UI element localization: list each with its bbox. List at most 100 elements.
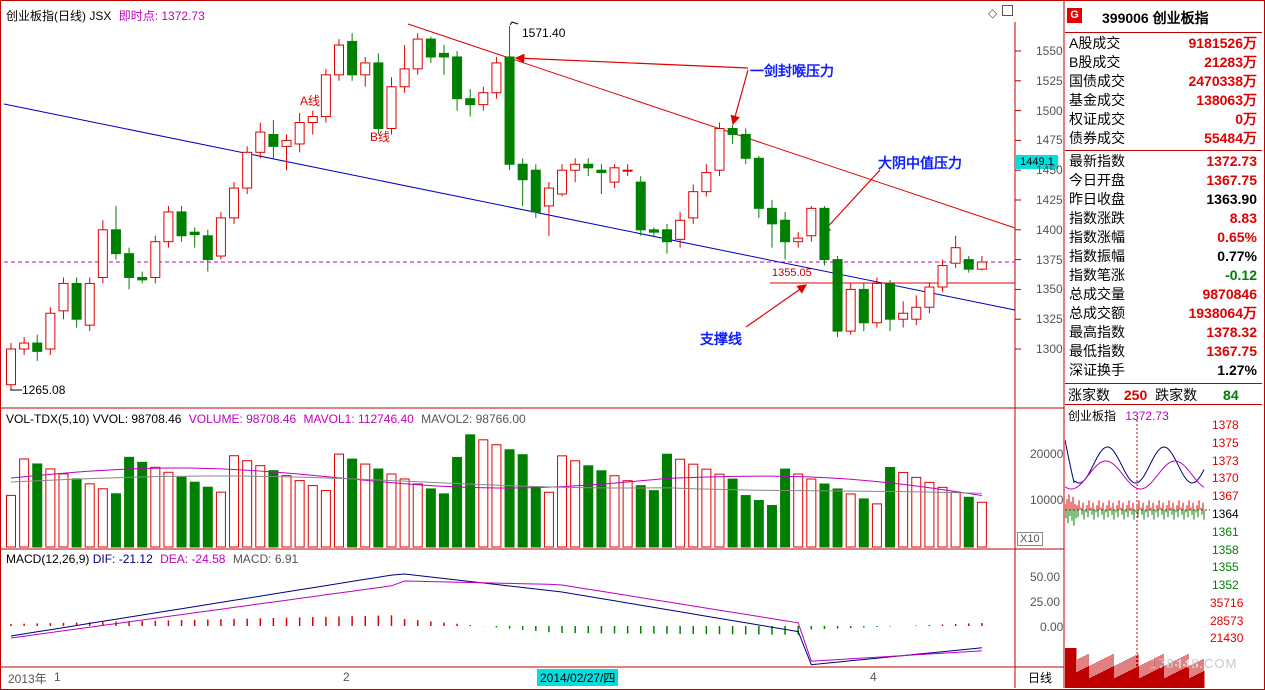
volume-bar (753, 500, 764, 548)
volume-bar (648, 490, 659, 548)
arrow-sword-2 (730, 69, 749, 126)
high-marker-arrow (509, 21, 519, 26)
price-tick: 1375 (1036, 252, 1063, 267)
quote-row: 昨日收盘 1363.90 (1067, 190, 1259, 208)
arrow-sword-1 (514, 53, 749, 69)
quote-label: 最高指数 (1069, 324, 1125, 340)
candle-body (832, 259, 843, 332)
quote-row: 最新指数 1372.73 (1067, 152, 1259, 170)
quote-label: 最新指数 (1069, 153, 1125, 169)
volume-bar (504, 449, 515, 548)
annotation-support: 支撑线 (700, 331, 742, 347)
quote-label: 国债成交 (1069, 73, 1125, 89)
volume-bar (124, 456, 135, 548)
quote-value: 9181526万 (1188, 35, 1257, 51)
maximize-icon[interactable] (1002, 5, 1013, 16)
candle-body (412, 38, 423, 70)
candle-body (806, 207, 817, 237)
low-marker: 1265.08 (22, 383, 66, 397)
volume-bar (137, 461, 148, 548)
volume-bar (97, 488, 108, 548)
candle-body (963, 259, 974, 270)
period-label[interactable]: 日线 (1028, 671, 1053, 685)
candle-body (845, 288, 856, 332)
quote-value: 1367.75 (1206, 172, 1257, 188)
down-count: 84 (1223, 387, 1239, 403)
mini-volume-tick: 35716 (1210, 596, 1244, 610)
quote-row: 最低指数 1367.75 (1067, 342, 1259, 360)
candle-body (150, 241, 161, 278)
volume-bar (425, 488, 436, 548)
candle-body (858, 288, 869, 324)
macd-tick-1: 25.00 (1030, 595, 1061, 609)
candle-body (124, 253, 135, 278)
volume-bar (45, 468, 56, 548)
volume-bar (714, 473, 725, 548)
price-tick: 1350 (1036, 282, 1063, 297)
candle-body (596, 169, 607, 174)
quote-label: 总成交额 (1069, 305, 1125, 321)
volume-bar (924, 481, 935, 548)
candle-body (766, 207, 777, 225)
quote-label: 指数振幅 (1069, 248, 1125, 264)
volume-bar (885, 466, 896, 548)
volume-bar (806, 478, 817, 548)
quote-value: 1.27% (1217, 362, 1257, 378)
quote-row: 今日开盘 1367.75 (1067, 171, 1259, 189)
candle-body (491, 62, 502, 94)
realtime-value: 1372.73 (161, 9, 205, 23)
quote-value: 1938064万 (1188, 305, 1257, 321)
volume-bar (307, 485, 318, 548)
quote-value: 0万 (1235, 111, 1257, 127)
quote-row: B股成交 21283万 (1067, 53, 1259, 71)
volume-bar (543, 491, 554, 548)
volume-bar (898, 471, 909, 548)
candle-body (609, 167, 620, 183)
dif-line (10, 573, 982, 666)
candle-body (452, 56, 463, 100)
volume-bar (163, 471, 174, 548)
quote-label: 指数笔涨 (1069, 267, 1125, 283)
volume-bar (202, 486, 213, 548)
candle-body (780, 219, 791, 243)
quote-row: 指数涨幅 0.65% (1067, 228, 1259, 246)
candle-body (662, 229, 672, 243)
volume-label: VOLUME: 98708.46 (188, 412, 297, 426)
candle-body (740, 133, 751, 159)
volume-bar (937, 486, 948, 548)
mini-volume-tick: 28573 (1210, 613, 1244, 628)
quote-row: 最高指数 1378.32 (1067, 323, 1259, 341)
volume-bar (740, 495, 751, 548)
candle-body (163, 211, 174, 243)
volume-bar (465, 434, 476, 548)
quote-value: 138063万 (1196, 92, 1257, 108)
quote-value: 9870846 (1202, 286, 1257, 302)
candle-body (320, 74, 331, 118)
arrow-support (745, 284, 807, 328)
quote-label: 深证换手 (1069, 362, 1125, 378)
volume-bar (176, 476, 187, 548)
candle-body (229, 187, 240, 219)
candle-body (176, 211, 187, 237)
volume-bar (229, 455, 240, 548)
volume-bar (675, 458, 686, 548)
candle-body (45, 312, 56, 350)
quote-row: A股成交 9181526万 (1067, 34, 1259, 52)
diamond-icon[interactable]: ◇ (988, 6, 998, 20)
quote-value: 1367.75 (1206, 343, 1257, 359)
quote-label: 债券成交 (1069, 130, 1125, 146)
quote-row: 权证成交 0万 (1067, 110, 1259, 128)
quote-row: 总成交额 1938064万 (1067, 304, 1259, 322)
realtime-label: 即时点: (118, 9, 159, 23)
volume-bar (452, 456, 463, 548)
volume-tick-0: 20000 (1030, 447, 1064, 461)
mini-intraday-chart[interactable] (1065, 420, 1210, 688)
volume-bar (727, 478, 738, 548)
quote-label: 昨日收盘 (1069, 191, 1125, 207)
candle-body (334, 44, 344, 76)
quote-label: B股成交 (1069, 54, 1121, 70)
volume-unit: X10 (1017, 532, 1043, 546)
quote-row: 总成交量 9870846 (1067, 285, 1259, 303)
volume-bar (255, 465, 266, 548)
